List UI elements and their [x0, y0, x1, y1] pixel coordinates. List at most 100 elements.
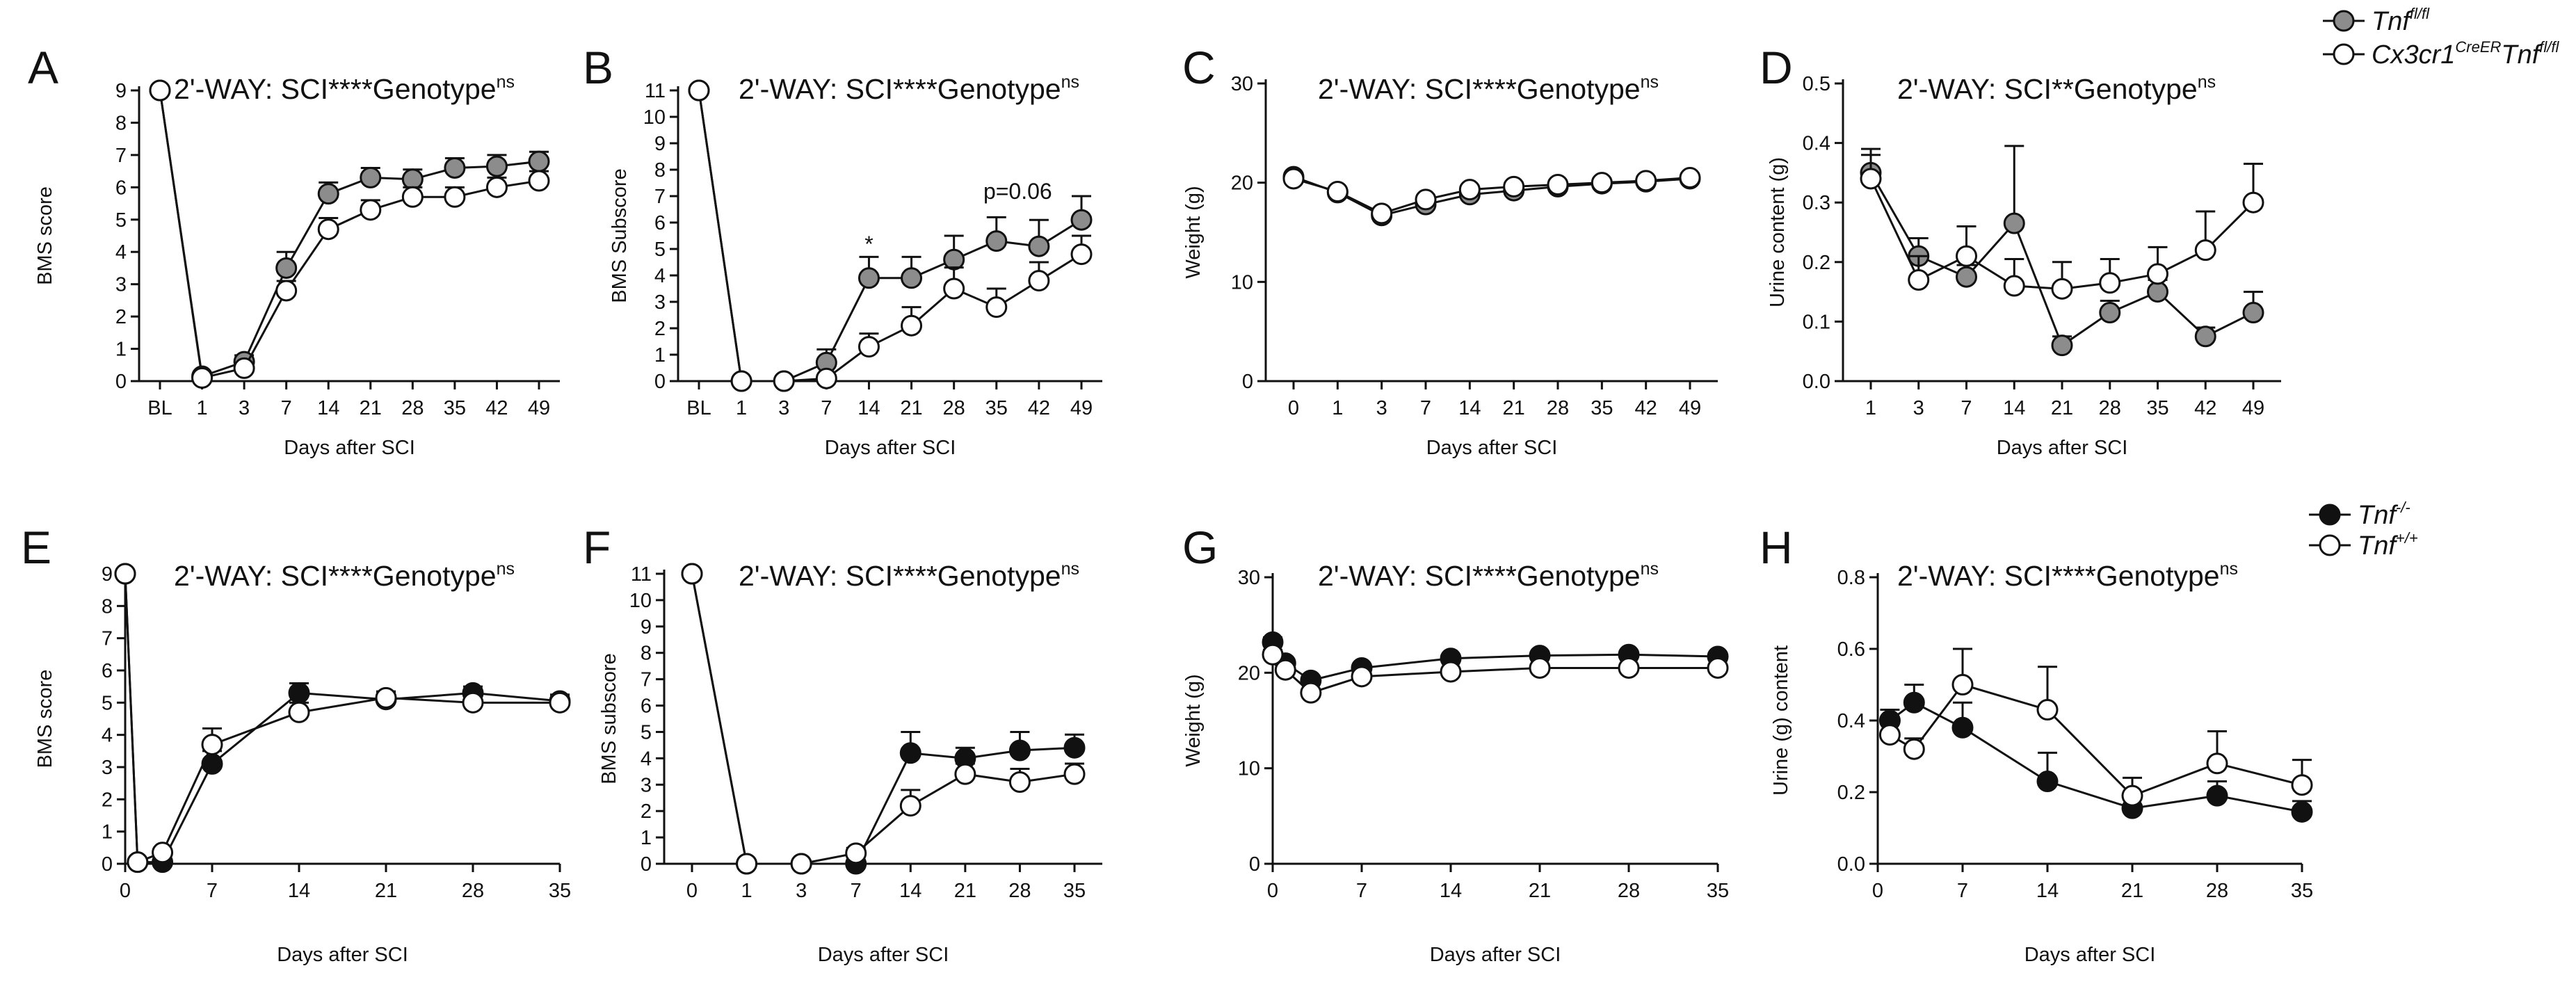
x-tick-label: 14: [317, 397, 339, 419]
data-point: [773, 370, 795, 392]
series-0: [688, 79, 1093, 392]
series-0: [1878, 684, 2313, 823]
data-point: [1547, 174, 1569, 196]
y-tick-label: 7: [654, 186, 666, 208]
y-tick-label: 20: [1238, 662, 1260, 684]
series-1: [114, 563, 571, 874]
y-tick-label: 0: [641, 853, 652, 876]
legend-marker: [2319, 534, 2341, 556]
x-tick-label: 14: [1458, 397, 1481, 419]
data-point: [845, 842, 867, 864]
legend-text2: Tnf: [2501, 40, 2541, 70]
y-tick-label: 8: [641, 643, 652, 665]
data-point: [1956, 266, 1977, 288]
y-tick-label: 10: [1231, 271, 1253, 293]
data-point: [528, 170, 550, 192]
y-tick-label: 2: [102, 789, 113, 811]
y-tick-label: 1: [641, 827, 652, 849]
data-point: [2291, 800, 2313, 823]
data-point: [790, 853, 812, 875]
data-point: [858, 267, 880, 289]
x-tick-label: 35: [444, 397, 466, 419]
y-tick-label: 2: [654, 318, 666, 340]
data-point: [360, 199, 382, 221]
y-tick-label: 6: [641, 695, 652, 718]
y-tick-label: 8: [115, 112, 127, 134]
y-tick-label: 8: [102, 595, 113, 618]
x-tick-label: 42: [485, 397, 508, 419]
y-tick-label: 10: [643, 106, 666, 129]
y-tick-label: 0.0: [1837, 853, 1865, 876]
x-tick-label: 0: [1267, 880, 1278, 902]
data-point: [1903, 738, 1925, 760]
data-point: [114, 563, 136, 585]
chart-title-sup: ns: [2198, 72, 2216, 92]
x-tick-label: 28: [462, 880, 484, 902]
data-point: [899, 742, 921, 764]
data-point: [1951, 716, 1974, 739]
series-0: [1262, 631, 1729, 691]
data-point: [201, 734, 223, 756]
data-point: [954, 763, 976, 785]
y-tick-label: 4: [654, 265, 666, 287]
chart-title: 2'-WAY: SCI****Genotypens: [174, 72, 515, 105]
data-point: [375, 686, 397, 709]
y-tick-label: 6: [115, 177, 127, 199]
data-point: [2036, 771, 2059, 793]
x-axis-label: Days after SCI: [1430, 944, 1561, 966]
chart-title: 2'-WAY: SCI****Genotypens: [739, 559, 1079, 592]
y-tick-label: 0.0: [1803, 371, 1830, 393]
data-point: [688, 79, 710, 102]
series-line: [1889, 683, 2303, 797]
x-tick-label: 14: [288, 880, 310, 902]
x-tick-label: 7: [1957, 880, 1968, 902]
y-tick-label: 1: [115, 339, 127, 361]
data-point: [943, 248, 965, 271]
x-axis-label: Days after SCI: [818, 944, 949, 966]
x-tick-label: 14: [858, 397, 880, 419]
y-axis-label: Weight (g): [1182, 186, 1205, 278]
data-point: [1008, 739, 1031, 762]
panel-letter-D: D: [1760, 42, 1793, 93]
x-tick-label: 49: [528, 397, 550, 419]
x-tick-label: 0: [1288, 397, 1299, 419]
y-tick-label: 7: [641, 669, 652, 691]
data-point: [275, 257, 298, 279]
x-tick-label: 1: [741, 880, 752, 902]
y-tick-label: 0: [654, 371, 666, 393]
x-tick-label: 14: [2036, 880, 2059, 902]
series-1: [688, 79, 1093, 392]
x-tick-label: 7: [207, 880, 218, 902]
data-point: [149, 79, 171, 102]
data-point: [191, 367, 214, 389]
chart-H: H 2'-WAY: SCI****Genotypens 0.0 0.2 0.4 0.6 0.…: [1760, 522, 2313, 966]
legend-label: Tnffl/fl: [2372, 5, 2430, 36]
y-tick-label: 11: [631, 563, 652, 586]
chart-title-sup: ns: [1061, 72, 1079, 92]
series-line: [1889, 701, 2303, 813]
series-0: [681, 563, 1086, 875]
x-tick-label: 1: [1865, 397, 1876, 419]
x-tick-label: 28: [943, 397, 965, 419]
legend-bottom: Tnf-/-Tnf+/+: [2309, 499, 2418, 561]
legend-sup: +/+: [2396, 529, 2418, 547]
data-point: [152, 842, 174, 864]
data-point: [1063, 763, 1086, 785]
chart-title-sup: ns: [1061, 559, 1079, 579]
y-tick-label: 5: [654, 239, 666, 261]
y-tick-label: 0.5: [1803, 73, 1830, 95]
y-axis-label: BMS score: [34, 186, 56, 285]
data-point: [1956, 245, 1977, 267]
data-point: [1300, 682, 1322, 704]
data-point: [2036, 699, 2059, 721]
x-tick-label: 14: [2003, 397, 2025, 419]
chart-title: 2'-WAY: SCI****Genotypens: [1318, 72, 1659, 105]
x-tick-label: BL: [686, 397, 711, 419]
chart-title-main: 2'-WAY: SCI****Genotype: [1318, 73, 1641, 105]
x-tick-label: 42: [2194, 397, 2216, 419]
series-line: [159, 90, 540, 380]
chart-title-main: 2'-WAY: SCI****Genotype: [1897, 560, 2220, 592]
data-point: [1326, 181, 1349, 203]
data-point: [1070, 209, 1093, 231]
